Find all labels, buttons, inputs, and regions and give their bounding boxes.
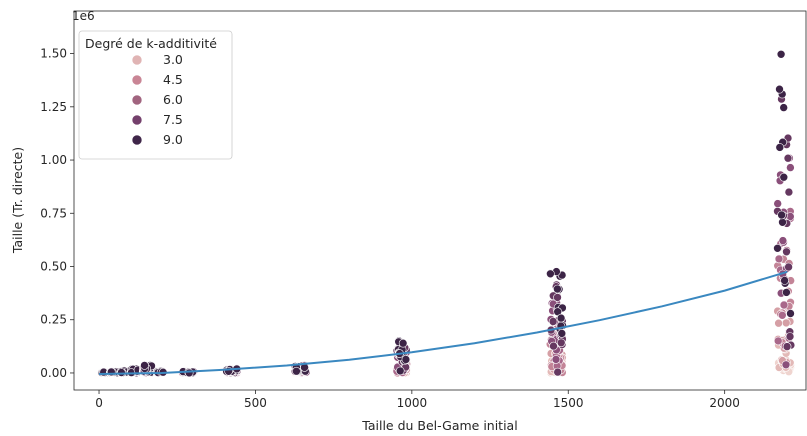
data-point [553,284,562,294]
x-tick-label: 1000 [397,396,428,410]
data-point [780,276,789,285]
data-point [773,244,782,253]
data-point [549,341,558,351]
legend-marker [131,74,143,86]
data-point [778,218,787,227]
data-point [776,49,786,59]
y-offset-label: 1e6 [72,9,95,23]
legend-box [78,30,233,160]
legend-marker [131,94,143,106]
legend-marker [131,54,143,66]
data-point [774,318,783,328]
legend-marker [131,134,143,146]
data-point [395,366,405,376]
data-point [779,300,789,310]
data-point [557,329,567,338]
axes-frame [73,10,807,391]
data-point [782,247,791,257]
legend-entries: 3.0 4.5 6.0 7.5 9.0 [131,52,183,147]
data-point [548,317,558,326]
data-point [398,338,408,348]
legend-entry-label: 3.0 [163,52,183,67]
legend: Degré de k-additivité 3.0 4.5 6.0 7.5 9.0 [78,30,233,160]
data-point [292,366,301,376]
y-tick-label: 1.00 [40,153,67,167]
data-point [774,254,784,264]
legend-marker [131,114,143,126]
data-point [786,163,795,172]
data-point [781,318,791,328]
legend-title: Degré de k-additivité [85,36,217,51]
y-tick-label: 0.00 [40,366,67,380]
data-point [775,143,785,152]
data-point [777,210,786,220]
data-point [784,187,794,197]
data-point [783,153,793,163]
data-point [551,355,561,364]
x-tick-label: 500 [244,396,267,410]
data-point [773,199,783,208]
y-tick-label: 0.75 [40,206,67,220]
x-axis-label: Taille du Bel-Game initial [361,418,517,433]
data-point [556,313,566,323]
x-axis-ticks: 0 500 1000 1500 2000 [95,390,740,410]
data-point [779,103,789,112]
legend-entry-label: 4.5 [163,72,183,87]
y-tick-label: 1.25 [40,100,67,114]
legend-entry-label: 9.0 [163,132,183,147]
data-point [553,293,562,302]
legend-entry-label: 6.0 [163,92,183,107]
data-point [184,368,194,378]
y-axis-ticks: 0.00 0.25 0.50 0.75 1.00 1.25 1.50 [40,47,74,380]
y-tick-label: 1.50 [40,47,67,61]
data-point [782,288,791,297]
data-point [784,262,793,272]
data-point [775,84,784,94]
x-tick-label: 2000 [709,396,740,410]
legend-entry-label: 7.5 [163,112,183,127]
data-point [786,309,795,318]
x-tick-label: 1500 [553,396,584,410]
data-point [117,368,126,377]
data-point [140,361,149,370]
data-point [778,236,788,245]
data-point [782,342,792,351]
data-point [777,310,787,320]
y-axis-label: Taille (Tr. directe) [10,147,25,254]
data-point [779,172,789,182]
y-tick-label: 0.50 [40,260,67,274]
data-point [556,338,566,348]
data-point [401,355,411,364]
data-point [553,367,563,377]
x-tick-label: 0 [95,396,103,410]
data-point [785,332,795,341]
data-point [773,336,783,346]
y-tick-label: 0.25 [40,313,67,327]
fit-line [98,270,788,375]
data-point [546,269,555,279]
data-point [781,360,791,370]
